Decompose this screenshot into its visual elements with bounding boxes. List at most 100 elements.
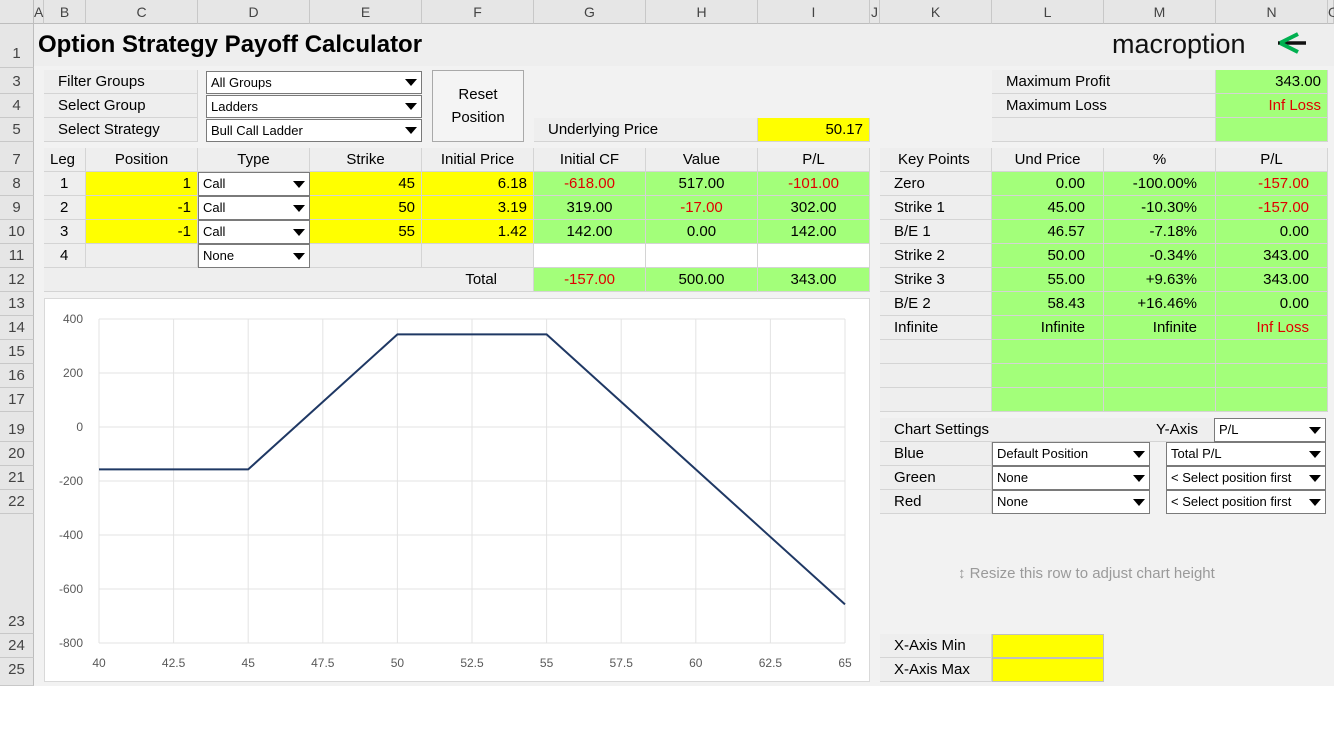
leg-position-input[interactable]: 1	[86, 172, 198, 196]
leg-type-value: None	[203, 248, 235, 263]
row-header-19[interactable]: 19	[0, 412, 34, 442]
red-series-dropdown[interactable]: < Select position first	[1166, 490, 1326, 514]
leg-strike-input[interactable]: 55	[310, 220, 422, 244]
column-header-a[interactable]: A	[34, 0, 44, 24]
chevron-down-icon[interactable]	[289, 245, 309, 267]
row-header-15[interactable]: 15	[0, 340, 34, 364]
summary-empty-cell	[992, 118, 1216, 142]
kp-empty	[1104, 340, 1216, 364]
y-axis-label: Y-Axis	[1156, 421, 1198, 438]
row-header-17[interactable]: 17	[0, 388, 34, 412]
chevron-down-icon[interactable]	[1305, 467, 1325, 489]
leg-strike-input[interactable]	[310, 244, 422, 268]
row-header-8[interactable]: 8	[0, 172, 34, 196]
row-header-1[interactable]: 1	[0, 24, 34, 68]
kp-pct: -7.18%	[1104, 220, 1216, 244]
leg-price-input[interactable]: 3.19	[422, 196, 534, 220]
column-header-c[interactable]: C	[86, 0, 198, 24]
column-header-n[interactable]: N	[1216, 0, 1328, 24]
column-header-e[interactable]: E	[310, 0, 422, 24]
select-group-dropdown[interactable]: Ladders	[206, 95, 422, 118]
row-header-14[interactable]: 14	[0, 316, 34, 340]
chevron-down-icon[interactable]	[401, 72, 421, 93]
leg-pl: -101.00	[758, 172, 870, 196]
chevron-down-icon[interactable]	[1129, 491, 1149, 513]
row-header-11[interactable]: 11	[0, 244, 34, 268]
column-header-f[interactable]: F	[422, 0, 534, 24]
kp-header-pct: %	[1104, 148, 1216, 172]
total-pl: 343.00	[758, 268, 870, 292]
leg-position-input[interactable]	[86, 244, 198, 268]
green-position-dropdown[interactable]: None	[992, 466, 1150, 490]
filter-groups-dropdown[interactable]: All Groups	[206, 71, 422, 94]
leg-type-dropdown[interactable]: Call	[198, 220, 310, 244]
row-header-7[interactable]: 7	[0, 142, 34, 172]
total-label: Total	[44, 268, 534, 292]
x-axis-min-input[interactable]	[992, 634, 1104, 658]
leg-type-dropdown[interactable]: Call	[198, 196, 310, 220]
leg-price-input[interactable]: 1.42	[422, 220, 534, 244]
row-header-10[interactable]: 10	[0, 220, 34, 244]
select-strategy-dropdown[interactable]: Bull Call Ladder	[206, 119, 422, 142]
reset-position-button[interactable]: Reset Position	[432, 70, 524, 142]
row-header-3[interactable]: 3	[0, 68, 34, 94]
kp-pl: 343.00	[1216, 244, 1328, 268]
leg-position-input[interactable]: -1	[86, 196, 198, 220]
leg-price-input[interactable]: 6.18	[422, 172, 534, 196]
select-all-corner[interactable]	[0, 0, 34, 24]
leg-price-input[interactable]	[422, 244, 534, 268]
filter-groups-label: Filter Groups	[44, 70, 198, 94]
column-header-j[interactable]: J	[870, 0, 880, 24]
row-header-9[interactable]: 9	[0, 196, 34, 220]
row-header-4[interactable]: 4	[0, 94, 34, 118]
column-header-i[interactable]: I	[758, 0, 870, 24]
column-header-m[interactable]: M	[1104, 0, 1216, 24]
x-tick-label: 60	[689, 656, 703, 670]
x-tick-label: 42.5	[162, 656, 186, 670]
blue-series-dropdown[interactable]: Total P/L	[1166, 442, 1326, 466]
x-axis-max-input[interactable]	[992, 658, 1104, 682]
leg-strike-input[interactable]: 45	[310, 172, 422, 196]
column-header-k[interactable]: K	[880, 0, 992, 24]
column-header-g[interactable]: G	[534, 0, 646, 24]
row-header-13[interactable]: 13	[0, 292, 34, 316]
green-series-dropdown[interactable]: < Select position first	[1166, 466, 1326, 490]
y-axis-dropdown[interactable]: P/L	[1214, 418, 1326, 442]
row-header-24[interactable]: 24	[0, 634, 34, 658]
leg-type-dropdown[interactable]: Call	[198, 172, 310, 196]
chevron-down-icon[interactable]	[1305, 443, 1325, 465]
blue-position-dropdown[interactable]: Default Position	[992, 442, 1150, 466]
leg-position-input[interactable]: -1	[86, 220, 198, 244]
payoff-chart[interactable]: 400 200 0 -200 -400 -600 -800 40 42.5 45 47.5 50 52.…	[44, 298, 870, 682]
red-position-dropdown[interactable]: None	[992, 490, 1150, 514]
row-header-20[interactable]: 20	[0, 442, 34, 466]
column-header-b[interactable]: B	[44, 0, 86, 24]
row-header-23[interactable]: 23	[0, 514, 34, 634]
kp-pl: 0.00	[1216, 292, 1328, 316]
kp-header-price: Und Price	[992, 148, 1104, 172]
chevron-down-icon[interactable]	[1129, 467, 1149, 489]
leg-type-dropdown[interactable]: None	[198, 244, 310, 268]
column-header-o[interactable]: O	[1328, 0, 1334, 24]
row-header-22[interactable]: 22	[0, 490, 34, 514]
leg-initial-cf: 319.00	[534, 196, 646, 220]
chevron-down-icon[interactable]	[289, 173, 309, 195]
chevron-down-icon[interactable]	[401, 96, 421, 117]
row-header-5[interactable]: 5	[0, 118, 34, 142]
leg-strike-input[interactable]: 50	[310, 196, 422, 220]
row-header-16[interactable]: 16	[0, 364, 34, 388]
row-header-12[interactable]: 12	[0, 268, 34, 292]
row-header-21[interactable]: 21	[0, 466, 34, 490]
chevron-down-icon[interactable]	[1129, 443, 1149, 465]
chevron-down-icon[interactable]	[1305, 491, 1325, 513]
column-header-d[interactable]: D	[198, 0, 310, 24]
row-header-25[interactable]: 25	[0, 658, 34, 686]
chevron-down-icon[interactable]	[289, 221, 309, 243]
underlying-price-input[interactable]: 50.17	[758, 118, 870, 142]
chevron-down-icon[interactable]	[1305, 419, 1325, 441]
chevron-down-icon[interactable]	[401, 120, 421, 141]
column-header-h[interactable]: H	[646, 0, 758, 24]
column-header-l[interactable]: L	[992, 0, 1104, 24]
header-initial-price: Initial Price	[422, 148, 534, 172]
chevron-down-icon[interactable]	[289, 197, 309, 219]
